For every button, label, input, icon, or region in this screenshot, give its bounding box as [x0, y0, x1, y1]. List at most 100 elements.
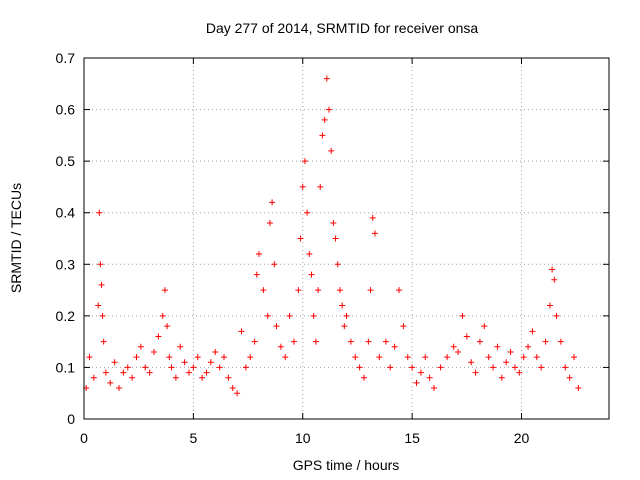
data-point: [387, 364, 394, 371]
data-point: [247, 354, 254, 361]
data-point: [102, 369, 109, 376]
data-point: [159, 312, 166, 319]
data-point: [264, 312, 271, 319]
data-point: [216, 364, 223, 371]
y-tick-label: 0.2: [56, 308, 76, 324]
data-point: [571, 354, 577, 361]
data-point: [107, 379, 114, 386]
data-point: [529, 328, 536, 335]
data-point: [111, 359, 118, 366]
data-point: [129, 374, 136, 381]
data-point: [409, 364, 416, 371]
x-tick-label: 5: [189, 430, 197, 446]
data-point: [297, 235, 304, 242]
y-axis-label: SRMTID / TECUs: [8, 183, 24, 293]
x-axis-label: GPS time / hours: [293, 457, 400, 473]
data-point: [146, 369, 153, 376]
data-point: [326, 106, 332, 113]
data-point: [463, 333, 470, 340]
data-points: [83, 75, 582, 397]
x-tick-label: 0: [80, 430, 88, 446]
y-tick-label: 0.6: [56, 102, 76, 118]
data-point: [396, 287, 402, 294]
data-point: [352, 354, 359, 361]
data-point: [207, 359, 214, 366]
data-point: [116, 385, 122, 392]
data-point: [282, 354, 289, 361]
data-point: [98, 281, 105, 288]
data-point: [271, 261, 278, 268]
data-point: [459, 312, 466, 319]
data-point: [575, 385, 582, 392]
data-point: [503, 359, 510, 366]
data-point: [525, 343, 532, 350]
data-point: [166, 354, 173, 361]
data-point: [516, 369, 523, 376]
data-point: [194, 354, 201, 361]
data-point: [485, 354, 492, 361]
data-point: [97, 261, 104, 268]
data-point: [365, 338, 372, 345]
data-point: [164, 323, 171, 330]
data-point: [566, 374, 573, 381]
data-point: [260, 287, 267, 294]
data-point: [468, 359, 475, 366]
data-point: [190, 364, 197, 371]
data-point: [444, 354, 451, 361]
data-point: [277, 343, 284, 350]
y-tick-label: 0: [67, 411, 75, 427]
data-point: [490, 364, 497, 371]
data-point: [533, 354, 540, 361]
data-point: [273, 323, 280, 330]
data-point: [256, 250, 262, 257]
chart-title: Day 277 of 2014, SRMTID for receiver ons…: [206, 20, 479, 36]
data-point: [562, 364, 569, 371]
data-point: [339, 302, 346, 309]
data-point: [323, 75, 330, 82]
data-point: [253, 271, 260, 278]
data-point: [551, 276, 558, 283]
data-point: [199, 374, 206, 381]
data-point: [330, 220, 337, 227]
data-point: [332, 235, 339, 242]
data-point: [86, 354, 93, 361]
data-point: [133, 354, 140, 361]
data-point: [369, 214, 376, 221]
data-point: [413, 379, 420, 386]
x-tick-label: 20: [514, 430, 530, 446]
data-point: [382, 338, 389, 345]
data-point: [553, 312, 560, 319]
data-point: [481, 323, 488, 330]
data-point: [142, 364, 149, 371]
data-point: [472, 369, 479, 376]
data-point: [455, 348, 462, 355]
data-point: [450, 343, 457, 350]
data-point: [299, 183, 306, 190]
data-point: [520, 354, 527, 361]
data-point: [549, 266, 556, 273]
grid-layer: [84, 58, 609, 419]
y-tick-label: 0.5: [56, 153, 76, 169]
data-point: [321, 116, 328, 123]
data-point: [221, 354, 227, 361]
y-tick-label: 0.1: [56, 359, 76, 375]
data-point: [557, 338, 564, 345]
data-point: [304, 209, 311, 216]
data-point: [203, 369, 210, 376]
data-point: [308, 271, 315, 278]
data-point: [155, 333, 162, 340]
y-tick-label: 0.3: [56, 256, 76, 272]
data-point: [391, 343, 398, 350]
data-point: [161, 287, 168, 294]
data-point: [120, 369, 127, 376]
data-point: [269, 199, 276, 206]
data-point: [341, 323, 348, 330]
y-tick-label: 0.7: [56, 50, 76, 66]
data-point: [422, 354, 429, 361]
plot-frame: [83, 57, 610, 420]
data-point: [95, 302, 102, 309]
data-point: [301, 158, 308, 165]
data-point: [177, 343, 184, 350]
data-point: [400, 323, 407, 330]
data-point: [315, 287, 322, 294]
